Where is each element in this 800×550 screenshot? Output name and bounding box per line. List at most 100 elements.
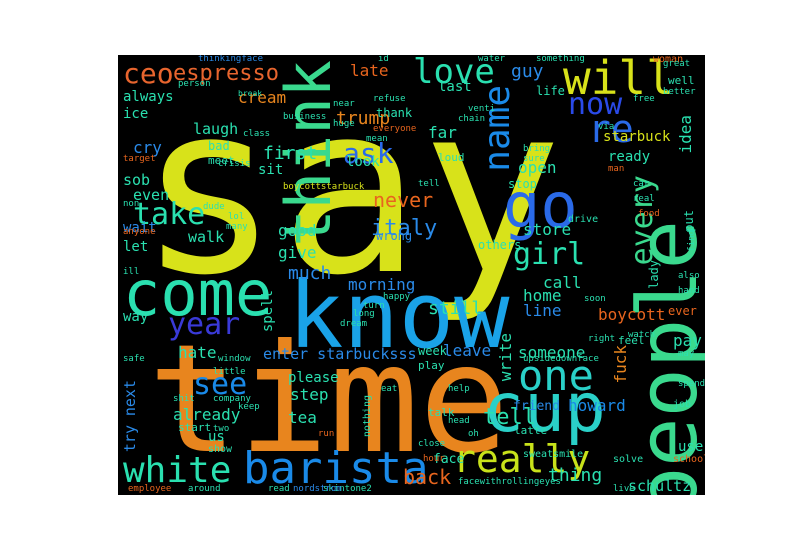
cloud-word: oh (468, 429, 479, 439)
cloud-word: tell (418, 179, 440, 189)
cloud-word: already (173, 405, 241, 424)
cloud-word: ask (343, 137, 394, 170)
cloud-word: drive (568, 214, 599, 225)
cloud-word: let (123, 239, 149, 255)
cloud-word: watch (628, 330, 656, 340)
cloud-word: company (213, 394, 251, 404)
cloud-word: employee (128, 484, 172, 494)
cloud-word: boycottstarbuck (283, 182, 365, 192)
cloud-word: pay (673, 331, 702, 350)
cloud-word: read (268, 484, 290, 494)
cloud-word: stop (508, 177, 537, 191)
cloud-word: food (638, 209, 660, 219)
cloud-word: year (168, 307, 241, 342)
cloud-word: friend (513, 399, 560, 414)
cloud-word: dude (203, 202, 225, 212)
cloud-word: always (123, 89, 174, 105)
cloud-word: tell (483, 405, 536, 430)
cloud-word: around (188, 484, 221, 494)
cloud-word: turn (363, 301, 385, 311)
cloud-word: others (478, 238, 522, 252)
cloud-word: thank (376, 106, 413, 120)
cloud-word: target (123, 154, 156, 164)
cloud-word: walk (188, 228, 225, 246)
cloud-word: us (208, 429, 225, 445)
cloud-word: better (663, 87, 696, 97)
cloud-word: ever (668, 304, 697, 318)
cloud-word: come (123, 257, 273, 330)
cloud-word: real (633, 194, 655, 204)
word-cloud: say time know people cup come think go will baris… (118, 55, 705, 495)
cloud-word: id (378, 55, 389, 64)
cloud-word: far (428, 123, 457, 142)
cloud-word: facewithrollingeyes (458, 477, 561, 487)
cloud-word: way (123, 309, 149, 325)
cloud-word: something (536, 55, 585, 64)
cloud-word: please (288, 370, 339, 386)
cloud-word: thing (548, 465, 603, 486)
cloud-word: woman (653, 55, 684, 65)
cloud-word: trump (336, 108, 391, 129)
cloud-word: starbuck (603, 129, 671, 145)
cloud-word: run (318, 429, 335, 439)
cloud-word: ill (123, 267, 140, 277)
cloud-word: sit (258, 162, 284, 178)
cloud-word: school (673, 454, 705, 465)
cloud-word: never (373, 188, 434, 212)
cloud-word: barista (243, 443, 429, 494)
cloud-word: lol (228, 212, 245, 222)
cloud-word: italy (371, 216, 438, 241)
cloud-word: put (682, 210, 696, 232)
cloud-word: spend (678, 379, 705, 389)
cloud-word: class (243, 129, 271, 139)
cloud-word: non (123, 199, 140, 209)
cloud-word: boycott (598, 305, 666, 324)
cloud-word: sob (123, 171, 151, 189)
cloud-word: huge (333, 119, 355, 129)
cloud-word: cup (483, 369, 606, 448)
cloud-word: open (518, 158, 557, 177)
cloud-word: first (263, 143, 318, 164)
cloud-word: really (453, 437, 591, 481)
cloud-word: job (673, 399, 692, 410)
cloud-word: look (346, 154, 380, 170)
cloud-word: white (123, 450, 232, 491)
cloud-word: soon (584, 294, 606, 304)
cloud-word: spell (260, 290, 276, 333)
cloud-word: nordstrom (293, 484, 342, 494)
cloud-word: close (418, 439, 446, 449)
cloud-word: morning (348, 275, 416, 294)
cloud-word: thinkingface (198, 55, 264, 64)
cloud-word: via (598, 122, 615, 132)
cloud-word: tea (288, 408, 317, 427)
cloud-word: solve (613, 454, 644, 465)
cloud-word: play (418, 359, 445, 372)
cloud-word: take (133, 197, 206, 232)
cloud-word: face (433, 452, 465, 467)
cloud-word: live (613, 484, 635, 494)
cloud-word: say (138, 55, 563, 327)
cloud-word: well (668, 74, 695, 87)
cloud-word: loud (438, 151, 465, 164)
cloud-word: dream (340, 319, 368, 329)
cloud-word: free (633, 94, 655, 104)
cloud-word: ceo (123, 57, 174, 90)
cloud-word: give (278, 243, 317, 262)
cloud-word: hand (678, 286, 700, 296)
cloud-word: nothing (362, 395, 373, 438)
cloud-word: try (121, 425, 139, 453)
cloud-word: re (588, 107, 634, 151)
cloud-word: chain (458, 114, 486, 124)
cloud-word: happy (383, 292, 411, 302)
cloud-word: idea (676, 115, 695, 154)
cloud-word: leave (443, 341, 492, 360)
cloud-word: love (413, 55, 495, 92)
cloud-word: see (193, 367, 248, 402)
cloud-word: good (278, 221, 317, 240)
cloud-word: ice (123, 106, 149, 122)
cloud-word: next (121, 380, 139, 417)
cloud-word: ready (608, 149, 651, 165)
cloud-word: start (178, 421, 212, 434)
cloud-word: bring (523, 144, 551, 154)
cloud-word: may (678, 349, 695, 359)
